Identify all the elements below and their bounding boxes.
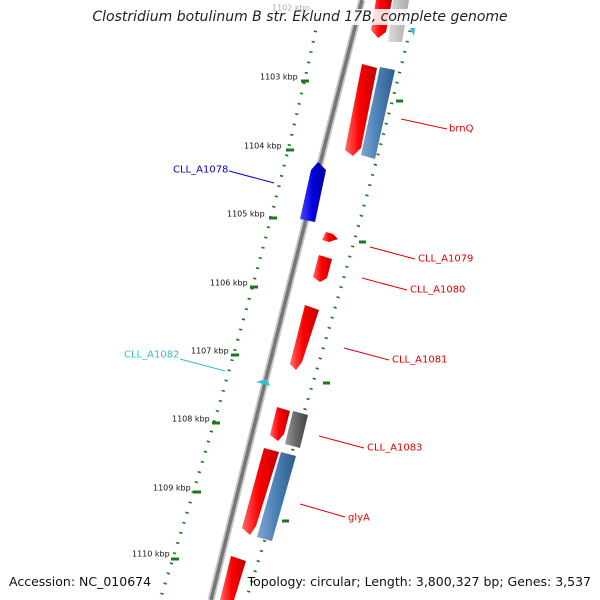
gene-arrow-brnQ — [345, 64, 377, 156]
genome-summary-text: Topology: circular; Length: 3,800,327 bp… — [247, 574, 591, 589]
gene-label-CLL_A1083[interactable]: CLL_A1083 — [367, 442, 423, 454]
tick-label: 1106 kbp — [210, 278, 248, 288]
gene-arrow-top-small — [410, 28, 415, 36]
tick-label: 1108 kbp — [172, 414, 210, 424]
leader-lines — [179, 118, 448, 518]
gene-arrow-CLL_A1079 — [322, 232, 338, 242]
gene-arrow-bottom — [220, 556, 246, 600]
gene-bar-glyA-rna — [257, 452, 296, 541]
tick-label: 1109 kbp — [153, 483, 191, 493]
tick-label: 1110 kbp — [132, 549, 170, 559]
scale-tick-marks — [171, 79, 403, 561]
tick-label: 1104 kbp — [244, 141, 282, 151]
gene-label-CLL_A1078[interactable]: CLL_A1078 — [173, 164, 229, 176]
gene-features — [220, 0, 415, 600]
gene-arrow-CLL_A1083 — [270, 407, 290, 441]
leader-line-brnQ — [400, 118, 448, 130]
gene-label-glyA[interactable]: glyA — [348, 512, 370, 524]
leader-line-CLL_A1078 — [228, 170, 275, 184]
leader-line-CLL_A1079 — [369, 246, 416, 260]
map-title: Clostridium botulinum B str. Eklund 17B,… — [0, 9, 600, 25]
gene-bar-CLL_A1083-pseudo — [285, 411, 308, 448]
leader-line-CLL_A1082 — [179, 358, 226, 372]
gene-label-CLL_A1081[interactable]: CLL_A1081 — [392, 354, 448, 366]
gene-label-CLL_A1079[interactable]: CLL_A1079 — [418, 253, 474, 265]
leader-line-CLL_A1080 — [361, 277, 408, 291]
leader-line-CLL_A1081 — [343, 347, 390, 361]
gene-arrow-CLL_A1080 — [313, 255, 332, 282]
tick-label: 1105 kbp — [227, 209, 265, 219]
inner-scale-ring — [158, 9, 322, 600]
tick-label: 1103 kbp — [260, 72, 298, 82]
gene-arrow-glyA — [242, 448, 279, 535]
genome-backbone — [207, 0, 366, 600]
gene-arrow-CLL_A1078 — [300, 162, 326, 222]
accession-text: Accession: NC_010674 — [9, 574, 152, 589]
gene-arrow-CLL_A1081 — [290, 305, 319, 370]
gene-label-brnQ[interactable]: brnQ — [449, 123, 474, 135]
tick-label: 1107 kbp — [191, 346, 229, 356]
gene-label-CLL_A1080[interactable]: CLL_A1080 — [410, 284, 466, 296]
leader-line-CLL_A1083 — [318, 435, 365, 449]
gene-arrow-CLL_A1082 — [256, 379, 270, 386]
tick-label: 1102 kbp — [272, 3, 310, 13]
gene-label-CLL_A1082[interactable]: CLL_A1082 — [124, 349, 180, 361]
leader-line-glyA — [299, 503, 346, 518]
gene-bar-brnQ-rna — [361, 67, 395, 159]
